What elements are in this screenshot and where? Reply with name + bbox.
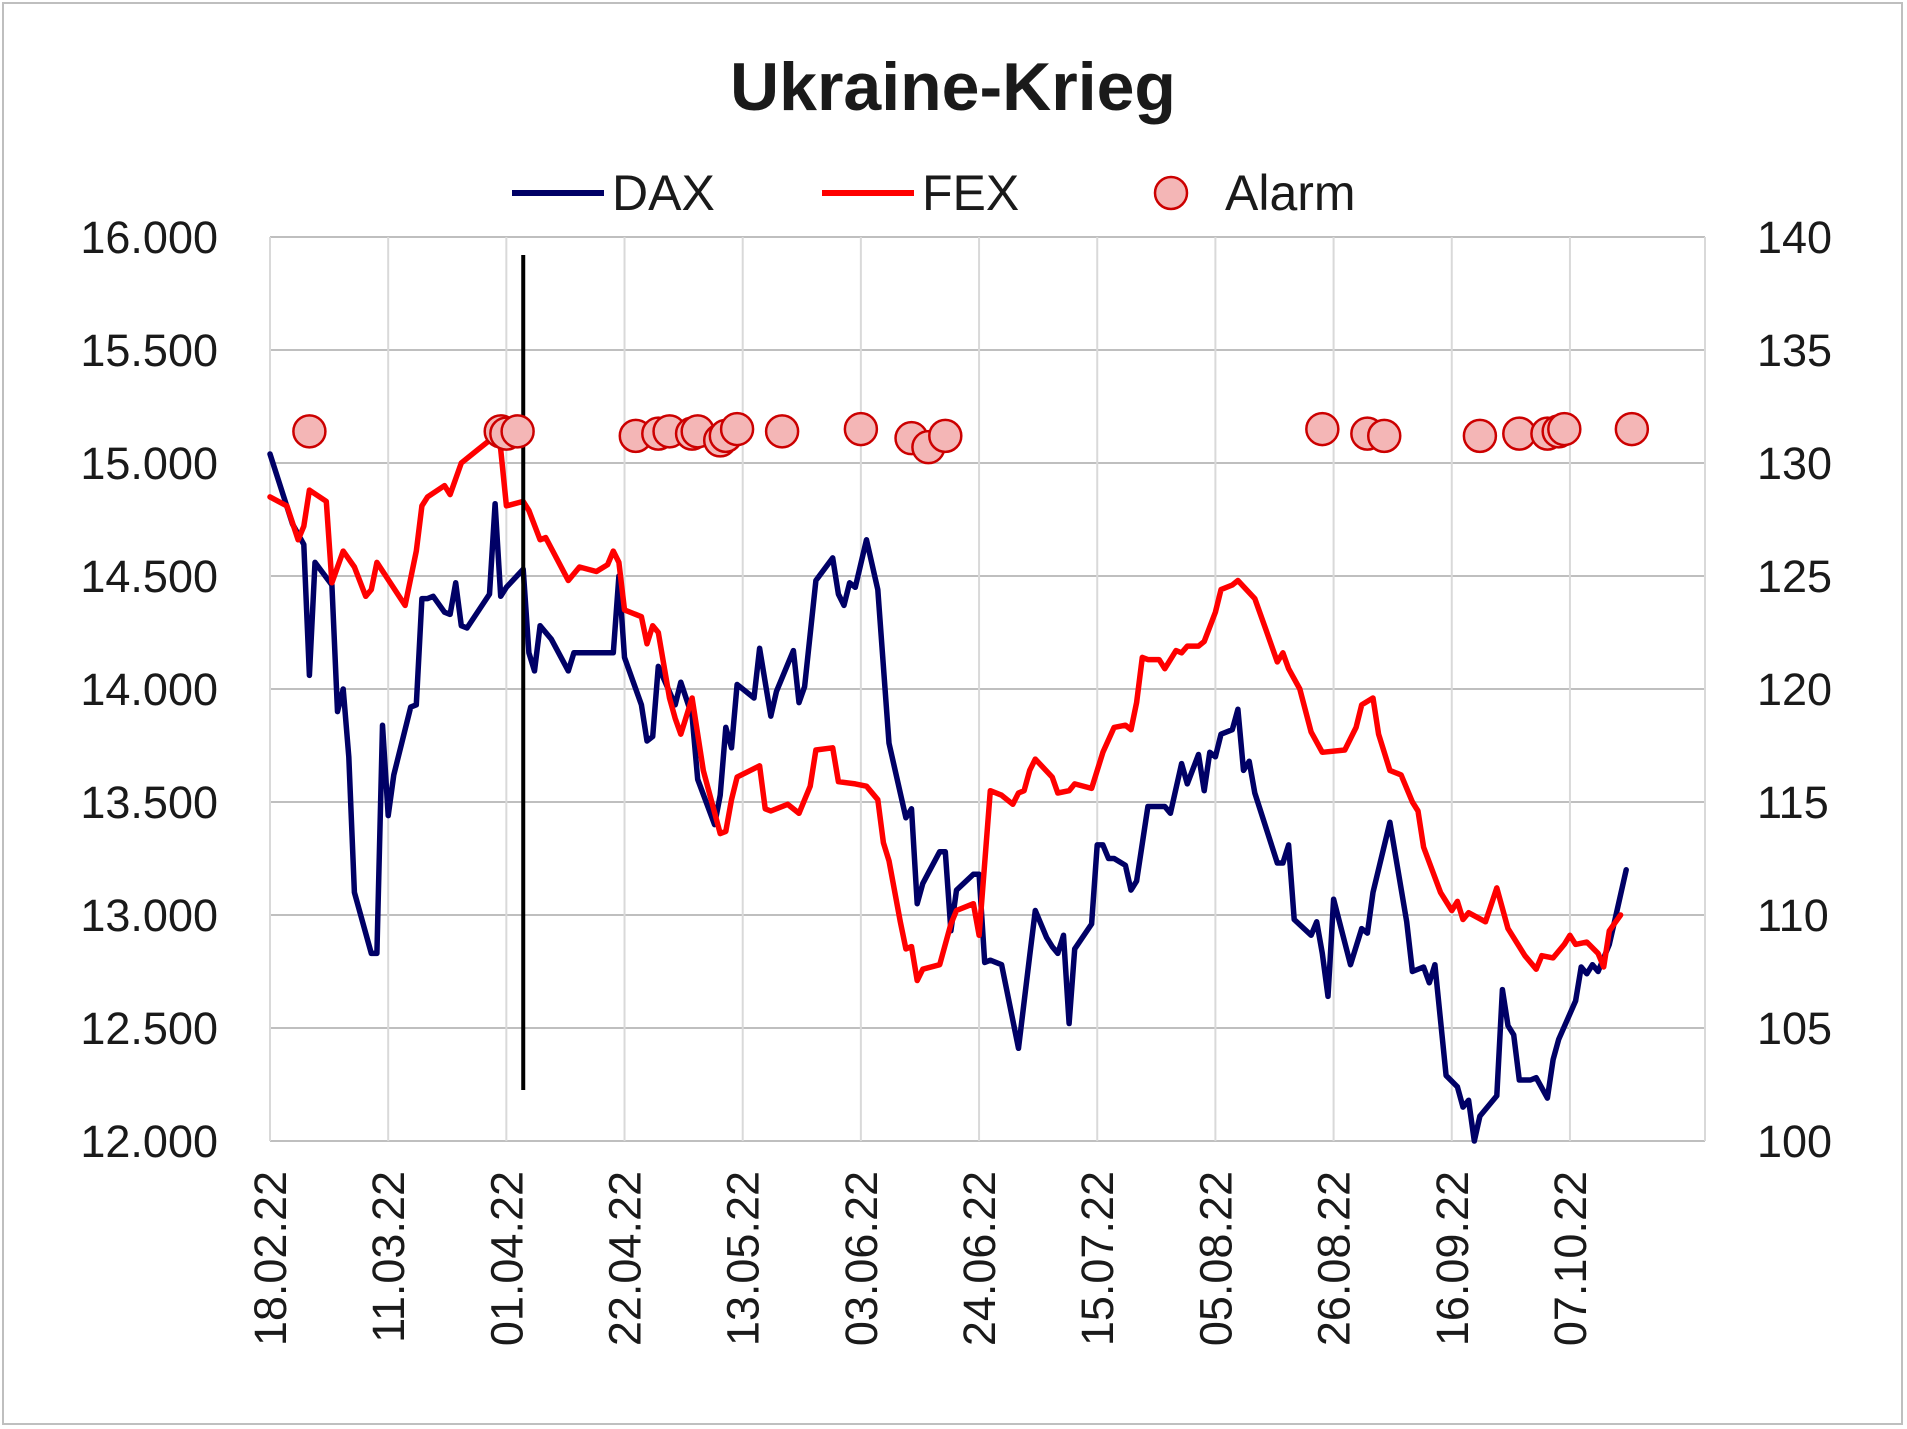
right-tick-label: 110 [1757, 890, 1829, 941]
alarm-marker [928, 418, 963, 454]
x-tick-label: 18.02.22 [245, 1171, 296, 1346]
right-tick-label: 125 [1757, 551, 1832, 602]
legend-label-alarm: Alarm [1225, 165, 1356, 221]
alarm-marker [292, 414, 327, 449]
series-line-dax [267, 451, 1629, 1144]
left-tick-label: 12.500 [80, 1003, 218, 1054]
alarm-marker [500, 414, 535, 449]
right-tick-label: 135 [1757, 325, 1832, 376]
legend-label-dax: DAX [612, 165, 715, 221]
x-tick-label: 07.10.22 [1545, 1171, 1596, 1346]
alarm-marker [719, 411, 755, 447]
right-tick-label: 115 [1757, 777, 1829, 828]
alarm-marker [1366, 418, 1402, 454]
x-tick-label: 15.07.22 [1072, 1171, 1123, 1346]
alarm-marker [1547, 411, 1582, 447]
x-tick-label: 01.04.22 [481, 1171, 532, 1346]
x-tick-label: 11.03.22 [363, 1171, 414, 1343]
legend: DAX FEX Alarm [512, 165, 1356, 221]
x-tick-label: 24.06.22 [954, 1171, 1005, 1346]
chart-title: Ukraine-Krieg [730, 49, 1176, 125]
left-tick-label: 14.000 [80, 664, 218, 715]
alarm-marker [764, 414, 800, 449]
left-tick-label: 15.000 [80, 438, 218, 489]
left-tick-label: 15.500 [80, 325, 218, 376]
left-tick-label: 12.000 [80, 1116, 218, 1167]
legend-label-fex: FEX [922, 165, 1019, 221]
x-axis-ticks: 18.02.22 11.03.22 01.04.22 22.04.22 13.05.22… [245, 1171, 1596, 1346]
x-tick-label: 16.09.22 [1427, 1171, 1478, 1346]
right-tick-label: 120 [1757, 664, 1832, 715]
alarm-marker [1305, 411, 1340, 447]
plot-area [267, 255, 1650, 1144]
left-tick-label: 13.500 [80, 777, 218, 828]
right-tick-label: 140 [1757, 212, 1832, 263]
x-tick-label: 03.06.22 [836, 1171, 887, 1346]
right-tick-label: 100 [1757, 1116, 1832, 1167]
right-axis-ticks: 100 105 110 115 120 125 130 135 140 [1757, 212, 1832, 1167]
alarm-marker [1614, 411, 1650, 447]
x-tick-label: 05.08.22 [1190, 1171, 1241, 1346]
right-tick-label: 130 [1757, 438, 1832, 489]
x-tick-label: 22.04.22 [600, 1171, 651, 1346]
left-axis-ticks: 12.000 12.500 13.000 13.500 14.000 14.500 15.0… [80, 212, 218, 1167]
grid [269, 236, 1706, 1142]
left-tick-label: 16.000 [80, 212, 218, 263]
left-tick-label: 14.500 [80, 551, 218, 602]
alarm-marker [843, 411, 879, 447]
x-tick-label: 26.08.22 [1309, 1171, 1360, 1346]
x-tick-label: 13.05.22 [718, 1171, 769, 1346]
alarm-marker [1462, 418, 1498, 454]
legend-swatch-alarm [1153, 175, 1189, 211]
series-line-fex [267, 419, 1624, 984]
right-tick-label: 105 [1757, 1003, 1832, 1054]
left-tick-label: 13.000 [80, 890, 218, 941]
